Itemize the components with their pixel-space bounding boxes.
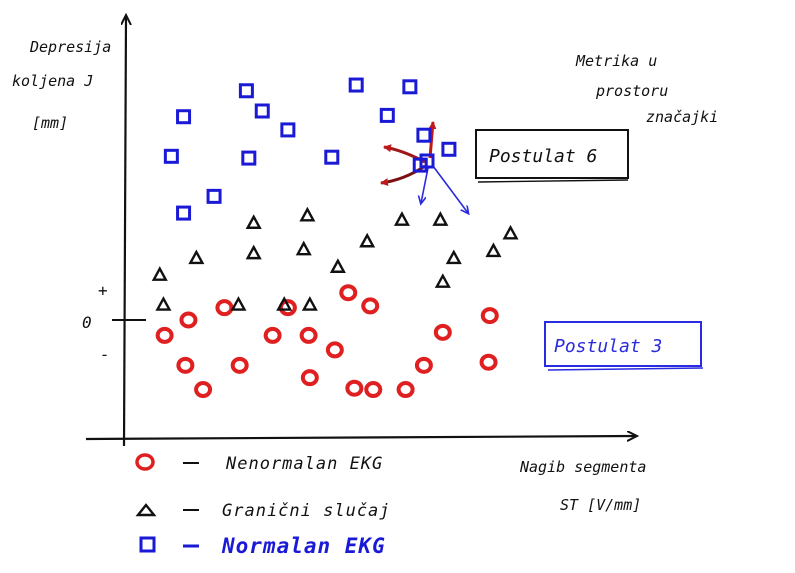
point-square-3 bbox=[280, 122, 296, 138]
legend-triangle-marker bbox=[135, 503, 157, 517]
point-square-5 bbox=[238, 83, 254, 99]
point-triangle-7 bbox=[393, 211, 410, 226]
point-circle-4 bbox=[278, 299, 297, 317]
point-circle-0 bbox=[155, 326, 174, 344]
legend-label-granicni: Granični slučaj bbox=[222, 501, 391, 521]
point-triangle-13 bbox=[432, 211, 449, 226]
point-triangle-0 bbox=[155, 296, 172, 311]
point-square-6 bbox=[348, 77, 364, 93]
point-circle-16 bbox=[479, 353, 498, 371]
point-circle-13 bbox=[300, 369, 319, 387]
point-circle-18 bbox=[364, 381, 383, 399]
point-triangle-9 bbox=[485, 242, 502, 258]
point-square-11 bbox=[206, 188, 222, 204]
point-circle-14 bbox=[345, 379, 364, 397]
y-tick-zero: 0 bbox=[82, 313, 92, 332]
metrika-line-3: značajki bbox=[646, 108, 718, 126]
y-tick-plus: + bbox=[98, 281, 108, 300]
point-circle-12 bbox=[230, 356, 249, 374]
point-triangle-4 bbox=[295, 240, 312, 256]
point-triangle-8 bbox=[445, 249, 462, 265]
point-triangle-14 bbox=[502, 224, 519, 240]
x-label-line-2: ST [V/mm] bbox=[560, 496, 641, 514]
point-circle-7 bbox=[325, 341, 344, 359]
blue-arrow-down bbox=[421, 167, 429, 203]
point-circle-6 bbox=[299, 326, 318, 344]
red-arrow-down-left bbox=[380, 164, 426, 187]
postulat-6-label: Postulat 6 bbox=[489, 146, 597, 167]
point-triangle-12 bbox=[299, 206, 316, 222]
legend-circle-marker bbox=[135, 453, 155, 471]
y-axis-label: Depresija koljena J [mm] bbox=[12, 38, 120, 132]
blue-arrow-right bbox=[432, 165, 468, 213]
point-square-12 bbox=[176, 205, 192, 221]
point-square-0 bbox=[176, 109, 192, 125]
point-square-4 bbox=[254, 103, 270, 119]
point-triangle-2 bbox=[188, 249, 205, 265]
legend-square-marker bbox=[139, 536, 156, 553]
x-axis-label: Nagib segmenta ST [V/mm] bbox=[519, 458, 655, 514]
red-arrow-up bbox=[428, 121, 437, 159]
point-square-8 bbox=[416, 127, 432, 143]
postulat-3-label: Postulat 3 bbox=[554, 336, 662, 357]
point-square-14 bbox=[441, 141, 457, 157]
point-square-1 bbox=[163, 148, 179, 164]
point-circle-2 bbox=[215, 299, 234, 317]
y-label-line-2: koljena J bbox=[12, 72, 93, 90]
point-triangle-17 bbox=[301, 296, 318, 311]
postulat-3-box: Postulat 3 bbox=[544, 321, 704, 371]
legend-label-nenormalan: Nenormalan EKG bbox=[225, 454, 383, 474]
y-label-line-1: Depresija bbox=[29, 38, 111, 56]
data-points bbox=[151, 77, 519, 399]
point-square-2 bbox=[241, 150, 257, 166]
point-square-13 bbox=[412, 157, 428, 173]
legend-label-normalan: Normalan EKG bbox=[221, 534, 386, 558]
point-circle-15 bbox=[414, 356, 433, 374]
point-triangle-16 bbox=[276, 296, 293, 311]
legend-item-normalan: Normalan EKG bbox=[139, 534, 386, 558]
point-triangle-10 bbox=[434, 273, 451, 288]
point-triangle-6 bbox=[359, 232, 376, 248]
point-circle-3 bbox=[263, 326, 282, 344]
point-triangle-5 bbox=[329, 258, 346, 273]
x-axis bbox=[85, 436, 636, 439]
point-triangle-15 bbox=[230, 296, 247, 311]
legend: Nenormalan EKG Granični slučaj Normalan … bbox=[135, 453, 391, 558]
point-circle-17 bbox=[194, 381, 213, 399]
legend-item-nenormalan: Nenormalan EKG bbox=[135, 453, 383, 474]
point-square-7 bbox=[402, 79, 418, 95]
point-circle-19 bbox=[396, 381, 415, 399]
x-label-line-1: Nagib segmenta bbox=[519, 458, 646, 476]
postulat-6-box: Postulat 6 bbox=[475, 129, 629, 183]
point-circle-9 bbox=[433, 323, 452, 341]
point-circle-8 bbox=[361, 297, 380, 315]
y-label-line-3: [mm] bbox=[32, 114, 68, 132]
point-square-9 bbox=[324, 149, 340, 165]
point-triangle-1 bbox=[151, 266, 168, 281]
point-square-10 bbox=[379, 107, 395, 123]
point-triangle-11 bbox=[245, 214, 262, 229]
y-tick-minus: - bbox=[100, 345, 110, 364]
metrika-line-1: Metrika u bbox=[575, 52, 657, 70]
metrika-annotation: Metrika u prostoru značajki bbox=[575, 52, 718, 126]
metrika-line-2: prostoru bbox=[595, 82, 668, 100]
point-circle-11 bbox=[176, 356, 195, 374]
point-triangle-3 bbox=[245, 244, 262, 260]
legend-item-granicni: Granični slučaj bbox=[135, 501, 391, 521]
point-circle-10 bbox=[480, 307, 499, 325]
point-circle-5 bbox=[339, 284, 358, 302]
point-circle-1 bbox=[179, 311, 198, 329]
y-axis bbox=[124, 16, 126, 447]
